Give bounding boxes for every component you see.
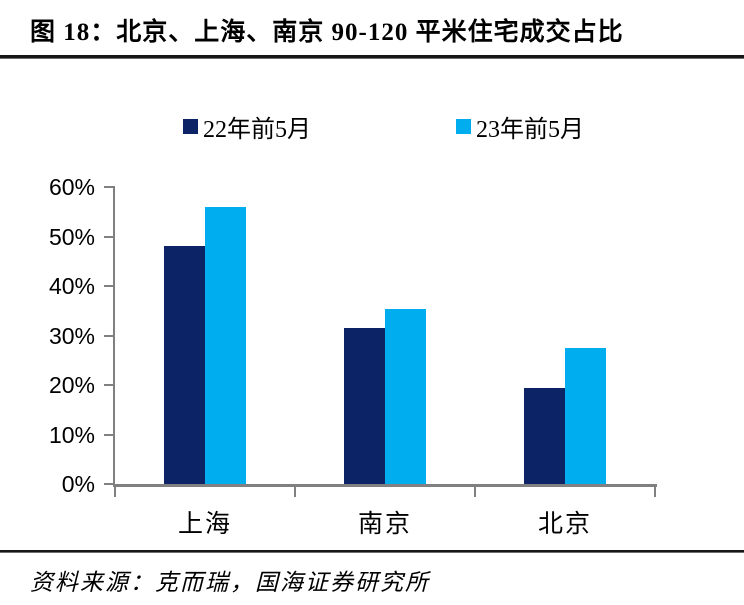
y-axis-tick-mark [104,334,113,337]
bar-南京-23年前5月 [385,309,426,484]
footer-separator [0,550,744,553]
legend-label: 22年前5月 [203,116,311,143]
source-note: 资料来源：克而瑞，国海证券研究所 [30,570,430,595]
x-axis-tick-mark [294,487,296,497]
figure-title: 图 18：北京、上海、南京 90-120 平米住宅成交占比 [30,19,624,46]
y-axis-tick-label: 40% [48,273,95,299]
legend-item: 23年前5月 [456,110,584,143]
legend-swatch-light-blue [456,118,471,134]
y-axis-tick-label: 20% [48,372,95,398]
legend-swatch-dark-blue [183,118,198,134]
x-axis-category-label: 北京 [537,511,592,538]
title-separator [0,55,744,59]
y-axis-tick-mark [104,285,113,287]
y-axis-tick-label: 60% [48,174,95,200]
bar-南京-22年前5月 [344,328,385,484]
x-axis-category-label: 上海 [177,511,232,538]
y-axis-tick-label: 0% [61,471,95,497]
y-axis-tick-mark [104,235,113,238]
bar-上海-23年前5月 [205,206,246,484]
x-axis-line [113,484,657,487]
y-axis-tick-mark [104,483,113,485]
bar-北京-23年前5月 [565,347,606,484]
x-axis-category-label: 南京 [357,511,412,538]
y-axis-tick-mark [104,384,113,386]
y-axis-tick-label: 30% [48,322,95,349]
y-axis-tick-mark [104,186,113,188]
y-axis-tick-mark [104,433,113,436]
legend-item: 22年前5月 [183,110,311,143]
x-axis-tick-mark [114,487,116,497]
y-axis-line [113,186,115,485]
x-axis-tick-mark [474,487,476,497]
bar-上海-22年前5月 [164,246,205,484]
x-axis-tick-mark [654,487,656,497]
bar-北京-22年前5月 [524,388,565,484]
y-axis-tick-label: 50% [48,223,95,250]
legend-label: 23年前5月 [476,116,584,143]
y-axis-tick-label: 10% [48,421,95,448]
